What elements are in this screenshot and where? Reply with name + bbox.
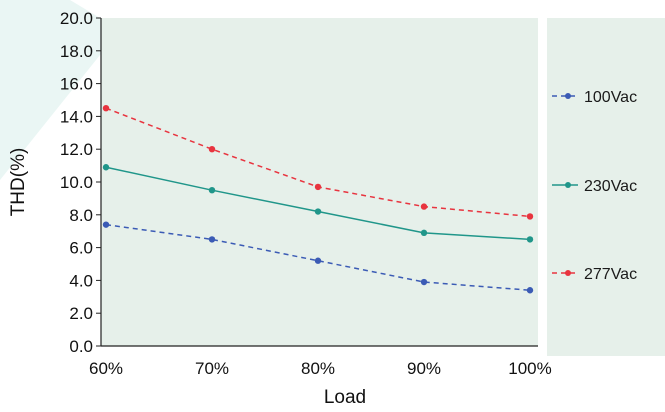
legend-label: 100Vac (584, 89, 637, 106)
watermark-shape (0, 0, 120, 180)
data-point-100Vac (526, 287, 534, 294)
data-point-100Vac (102, 221, 110, 228)
legend-swatch-marker (565, 93, 571, 99)
data-point-230Vac (314, 208, 322, 215)
legend-label: 230Vac (584, 178, 637, 195)
plot-area (101, 18, 538, 346)
y-tick-label: 6.0 (69, 239, 93, 258)
x-axis-title: Load (324, 387, 366, 408)
data-point-100Vac (420, 278, 428, 286)
data-point-277Vac (526, 213, 534, 220)
data-point-277Vac (314, 183, 322, 191)
series-lines (102, 105, 534, 294)
y-axis-title: THD(%) (8, 148, 29, 217)
y-tick-label: 4.0 (69, 271, 93, 290)
data-point-230Vac (208, 187, 216, 194)
x-tick-label: 100% (508, 359, 551, 378)
y-tick-label: 20.0 (60, 9, 93, 28)
y-tick-label: 14.0 (60, 107, 93, 126)
x-tick-label: 60% (89, 359, 123, 378)
data-point-277Vac (420, 203, 428, 210)
data-point-230Vac (526, 236, 534, 243)
legend-swatch-marker (565, 270, 571, 276)
y-tick-label: 12.0 (60, 140, 93, 159)
x-tick-label: 70% (195, 359, 229, 378)
y-tick-label: 10.0 (60, 173, 93, 192)
data-point-277Vac (102, 105, 110, 112)
y-tick-label: 16.0 (60, 75, 93, 94)
data-point-230Vac (102, 164, 110, 171)
x-tick-labels: 60% 70% 80% 90% 100% (89, 359, 552, 378)
y-tick-label: 2.0 (69, 304, 93, 323)
data-point-230Vac (420, 229, 428, 237)
x-tick-label: 90% (407, 359, 441, 378)
legend-swatch-marker (565, 182, 571, 188)
y-tick-label: 8.0 (69, 206, 93, 225)
data-point-277Vac (208, 146, 216, 153)
data-point-100Vac (314, 257, 322, 264)
x-tick-label: 80% (301, 359, 335, 378)
y-tick-label: 18.0 (60, 42, 93, 61)
y-tick-label: 0.0 (69, 337, 93, 356)
data-point-100Vac (208, 236, 216, 243)
legend: 100Vac 230Vac 277Vac (552, 89, 637, 283)
y-tick-labels: 0.0 2.0 4.0 6.0 8.0 10.0 12.0 14.0 16.0 18.0 20.0 (60, 9, 101, 356)
legend-label: 277Vac (584, 266, 637, 283)
